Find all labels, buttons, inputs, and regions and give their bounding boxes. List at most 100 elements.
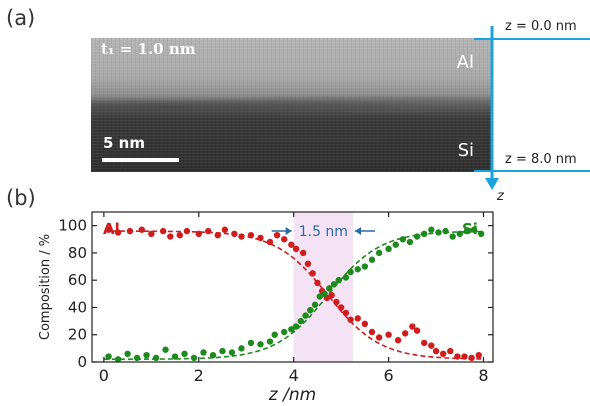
al-data-point [432, 347, 440, 355]
al-data-point [221, 226, 229, 233]
highlight-width-label: 1.5 nm [299, 224, 348, 240]
si-data-point [247, 339, 255, 347]
si-data-point [238, 345, 245, 352]
si-data-point [385, 245, 392, 253]
si-data-point [292, 323, 300, 330]
z-axis-arrowhead [485, 178, 499, 190]
al-data-point [105, 226, 112, 233]
al-data-point [247, 231, 255, 239]
al-data-point [347, 316, 354, 323]
si-fit-curve [103, 230, 484, 360]
si-data-point [326, 285, 333, 292]
z-axis-label: z [496, 189, 505, 200]
al-data-point [402, 330, 409, 337]
si-data-point [470, 226, 478, 233]
si-data-point [406, 238, 414, 246]
al-data-point [183, 227, 191, 235]
si-data-point [280, 328, 288, 336]
si-data-point [335, 276, 342, 284]
tem-image: t₁ = 1.0 nm Al Si 5 nm [91, 38, 492, 172]
al-data-point [314, 279, 321, 287]
al-data-point [148, 230, 155, 238]
al-data-point [299, 249, 307, 257]
si-data-point [257, 341, 264, 348]
si-data-point [311, 301, 319, 308]
al-data-point [447, 347, 454, 355]
al-data-point [231, 230, 238, 238]
si-data-point [190, 354, 198, 362]
al-data-point [409, 323, 416, 330]
al-data-point [280, 236, 288, 243]
al-data-point [468, 354, 475, 362]
si-data-point [133, 354, 141, 362]
si-data-point [463, 227, 471, 235]
si-data-point [266, 338, 274, 345]
si-data-point [288, 326, 295, 333]
z-axis-annotation: z = 0.0 nm z = 8.0 nm z [474, 19, 590, 200]
al-data-point [394, 336, 402, 344]
x-tick-label: 6 [384, 366, 394, 385]
si-data-point [347, 268, 354, 276]
si-data-point [200, 349, 207, 356]
al-data-point [176, 231, 183, 239]
highlight-band [293, 212, 354, 362]
si-data-point [361, 263, 369, 270]
thickness-label: t₁ = 1.0 nm [101, 40, 196, 58]
al-data-point [375, 334, 383, 341]
tem-interface-region [91, 96, 492, 118]
y-tick-label: 0 [77, 353, 87, 371]
si-data-point [271, 331, 278, 338]
si-data-point [342, 274, 350, 281]
al-data-point [126, 227, 134, 235]
si-series-label: Si [462, 220, 478, 238]
al-data-point [266, 238, 274, 246]
si-data-point [209, 351, 217, 359]
si-data-point [368, 256, 376, 263]
si-data-point [392, 241, 399, 248]
si-data-point [105, 353, 112, 360]
si-data-point [124, 350, 131, 358]
al-data-point [420, 339, 428, 347]
al-data-point [342, 309, 350, 317]
al-data-point [461, 353, 468, 360]
y-tick-label: 60 [68, 271, 87, 289]
al-data-point [309, 270, 316, 277]
al-data-point [337, 304, 345, 311]
si-data-point [228, 349, 236, 356]
y-axis-label: Composition / % [38, 234, 53, 340]
al-data-point [385, 331, 392, 338]
scale-bar-label: 5 nm [103, 134, 145, 152]
al-data-point [288, 241, 295, 248]
si-data-point [413, 233, 421, 240]
si-data-point [152, 354, 160, 362]
al-data-point [439, 350, 447, 358]
panel-label-a: (a) [6, 6, 36, 30]
al-data-point [475, 351, 482, 359]
plot-frame [91, 211, 494, 363]
si-data-point [316, 293, 323, 300]
z-bottom-label: z = 8.0 nm [505, 152, 577, 167]
si-data-point [456, 230, 463, 238]
al-data-point [361, 320, 369, 328]
al-data-point [292, 245, 300, 253]
al-data-point [328, 291, 335, 299]
scale-bar [102, 158, 179, 162]
x-tick-label: 4 [289, 366, 299, 385]
al-data-point [304, 260, 312, 268]
x-axis-label: z /nm [268, 385, 316, 405]
x-tick-label: 8 [478, 366, 488, 385]
si-data-point [181, 350, 188, 358]
al-fit-curve [103, 230, 484, 360]
si-data-point [162, 346, 169, 353]
si-data-point [420, 230, 428, 238]
right-arrowhead [355, 227, 362, 235]
si-data-point [330, 281, 338, 288]
al-data-point [159, 227, 167, 235]
al-data-point [413, 327, 421, 334]
si-data-point [143, 351, 150, 359]
y-tick-label: 100 [58, 217, 87, 235]
si-data-point [114, 356, 122, 363]
al-data-point [333, 298, 340, 306]
si-data-point [428, 226, 435, 233]
